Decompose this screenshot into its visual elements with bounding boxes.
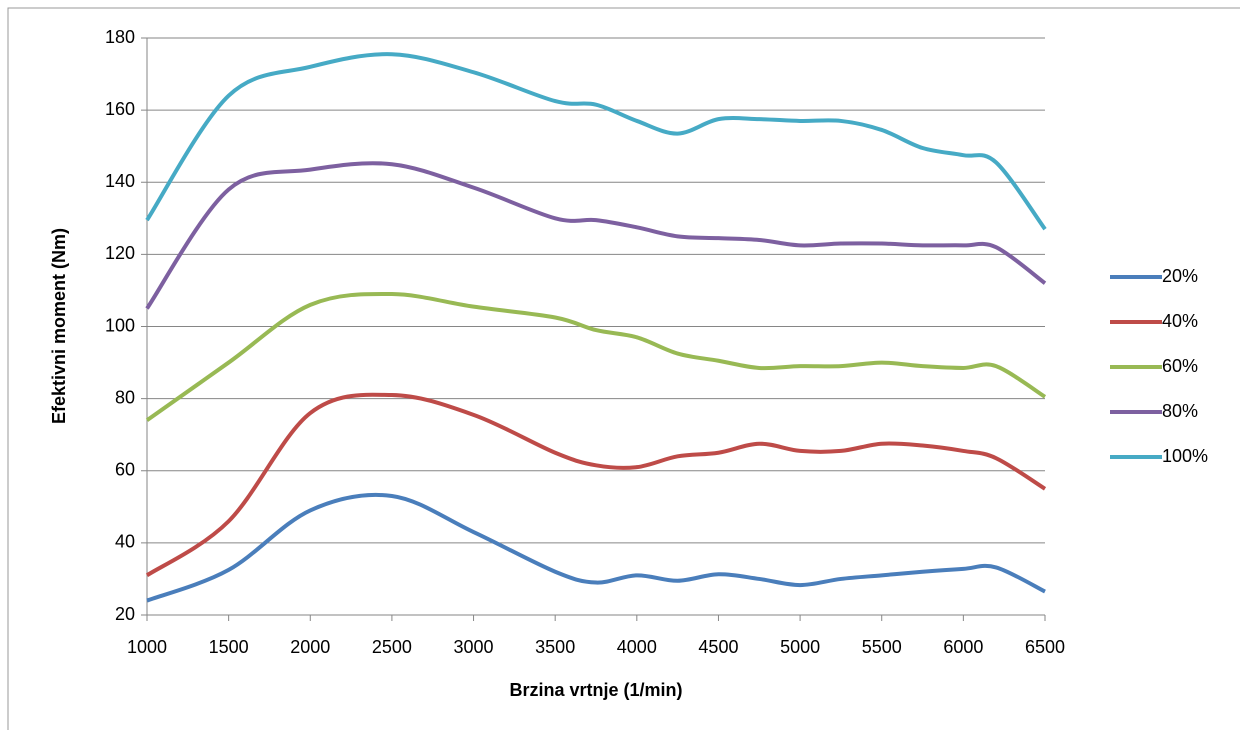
y-tick-label: 120 xyxy=(105,243,135,263)
x-tick-label: 3500 xyxy=(535,637,575,657)
y-tick-label: 20 xyxy=(115,604,135,624)
y-tick-label: 60 xyxy=(115,460,135,480)
legend-label: 100% xyxy=(1162,446,1208,466)
x-tick-label: 5500 xyxy=(862,637,902,657)
y-tick-label: 180 xyxy=(105,27,135,47)
legend-label: 60% xyxy=(1162,356,1198,376)
x-tick-label: 2000 xyxy=(290,637,330,657)
x-tick-label: 4500 xyxy=(698,637,738,657)
x-tick-label: 2500 xyxy=(372,637,412,657)
x-tick-label: 1000 xyxy=(127,637,167,657)
series-line xyxy=(146,492,1046,603)
chart-frame xyxy=(7,7,1240,730)
series-line xyxy=(145,291,1047,422)
legend-label: 40% xyxy=(1162,311,1198,331)
x-tick-label: 5000 xyxy=(780,637,820,657)
x-tick-label: 6000 xyxy=(943,637,983,657)
legend-label: 80% xyxy=(1162,401,1198,421)
y-tick-label: 40 xyxy=(115,532,135,552)
legend-label: 20% xyxy=(1162,266,1198,286)
y-tick-label: 160 xyxy=(105,99,135,119)
y-tick-label: 80 xyxy=(115,387,135,407)
series-line xyxy=(145,161,1047,310)
series-line xyxy=(145,392,1047,578)
x-tick-label: 3000 xyxy=(454,637,494,657)
x-tick-label: 6500 xyxy=(1025,637,1065,657)
y-tick-label: 100 xyxy=(105,315,135,335)
series-line xyxy=(145,52,1047,231)
x-tick-label: 1500 xyxy=(209,637,249,657)
x-axis-title: Brzina vrtnje (1/min) xyxy=(509,680,682,700)
y-tick-label: 140 xyxy=(105,171,135,191)
x-tick-label: 4000 xyxy=(617,637,657,657)
y-axis-title: Efektivni moment (Nm) xyxy=(49,228,69,424)
